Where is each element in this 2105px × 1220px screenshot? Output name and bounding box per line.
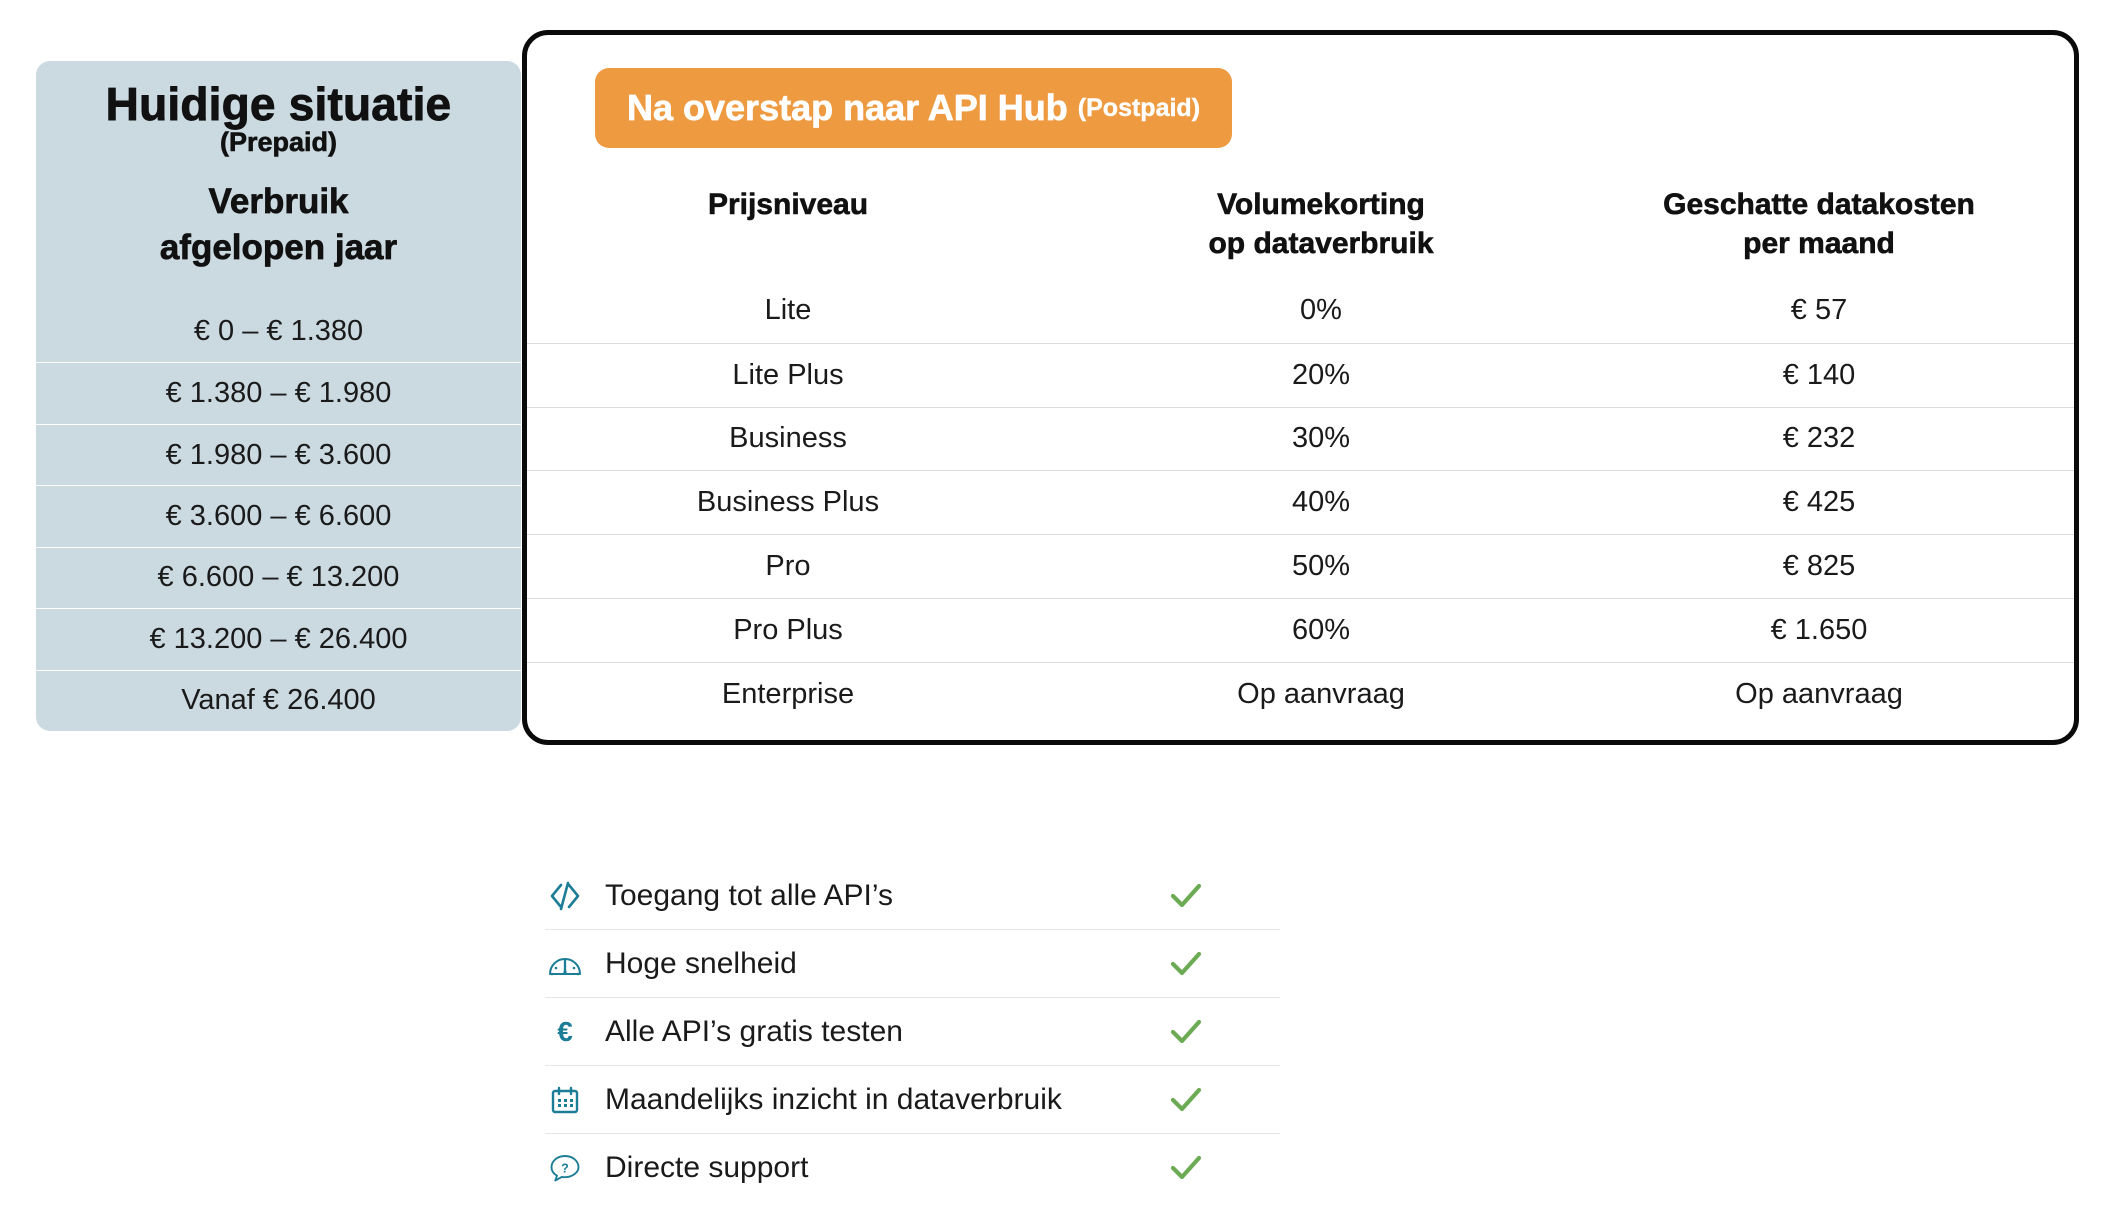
- svg-text:?: ?: [561, 1161, 569, 1175]
